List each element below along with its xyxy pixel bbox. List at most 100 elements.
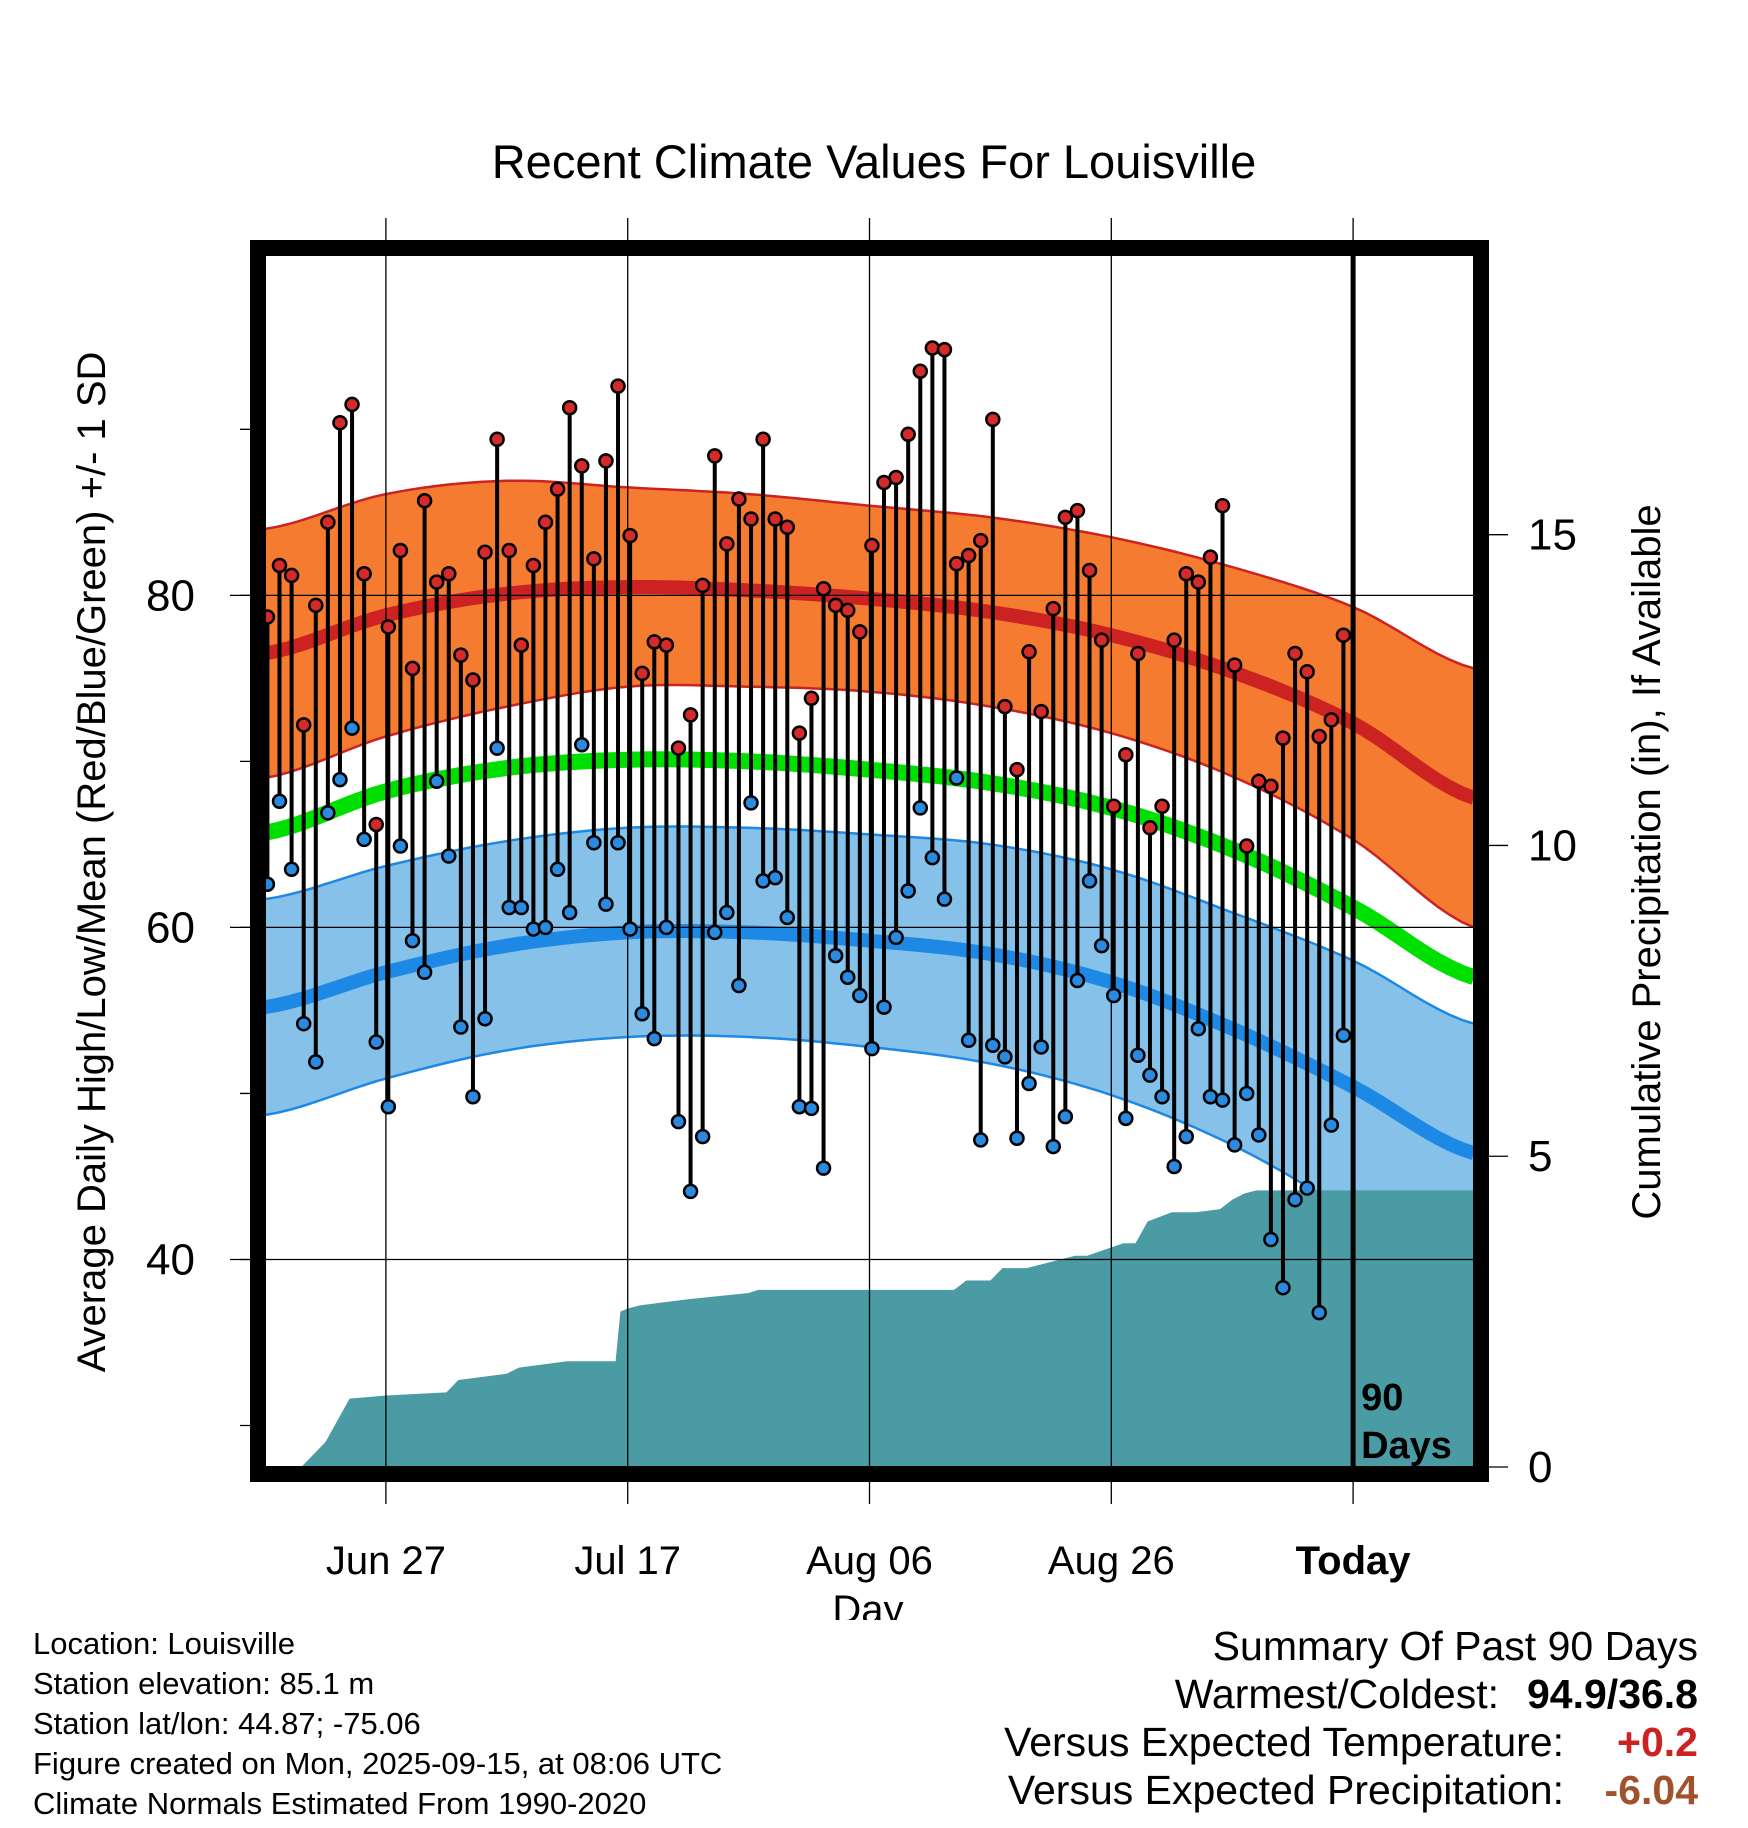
low-point [839, 969, 856, 985]
high-point [489, 431, 505, 448]
low-point [779, 909, 796, 926]
low-point [985, 1037, 1001, 1054]
high-point [525, 557, 542, 574]
high-point [815, 580, 832, 597]
low-point [610, 834, 626, 851]
low-point [960, 1032, 977, 1049]
high-point [1238, 838, 1255, 854]
x-tick-label: Aug 26 [1048, 1539, 1175, 1583]
high-point [731, 491, 747, 507]
low-point [719, 904, 735, 921]
y-tick-label: 40 [146, 1235, 195, 1284]
today-days-label: Days [1361, 1425, 1452, 1467]
high-point [1118, 746, 1134, 763]
low-point [731, 977, 747, 994]
high-point [719, 536, 735, 552]
low-point [332, 771, 348, 788]
low-point [1166, 1158, 1182, 1175]
high-point [1154, 798, 1170, 814]
figure-created: Figure created on Mon, 2025-09-15, at 08… [33, 1746, 723, 1781]
low-point [1190, 1020, 1207, 1037]
high-point [404, 660, 421, 677]
low-point [670, 1113, 687, 1130]
low-point [1275, 1279, 1291, 1296]
low-point [767, 869, 783, 886]
y-tick-label: 80 [146, 571, 195, 620]
low-point [1238, 1085, 1255, 1102]
high-point [428, 574, 445, 590]
low-point [1311, 1304, 1327, 1321]
high-point [1021, 644, 1037, 660]
summary-heading: Summary Of Past 90 Days [1212, 1623, 1698, 1669]
high-point [936, 341, 953, 358]
low-point [356, 831, 372, 848]
high-point [1335, 627, 1352, 643]
high-point [888, 469, 904, 486]
high-point [791, 725, 808, 741]
high-point [320, 514, 336, 531]
chart-title: Recent Climate Values For Louisville [492, 135, 1257, 188]
low-point [416, 964, 433, 980]
low-point [404, 932, 421, 949]
plot-frame [250, 240, 1489, 1482]
high-point [1045, 600, 1062, 617]
low-point [936, 891, 953, 907]
low-point [513, 899, 530, 916]
high-point [960, 547, 977, 564]
high-point [779, 519, 796, 536]
high-point [900, 426, 916, 443]
low-point [1226, 1137, 1243, 1153]
low-point [646, 1030, 663, 1047]
summary-precip: Versus Expected Precipitation: -6.04 [1004, 1766, 1698, 1814]
high-point [682, 707, 699, 723]
summary-panel: Summary Of Past 90 Days Warmest/Coldest:… [1004, 1622, 1698, 1814]
high-point [598, 453, 614, 469]
low-point [1251, 1127, 1267, 1143]
high-point [1311, 728, 1327, 745]
low-point [271, 793, 288, 809]
high-point [356, 566, 372, 582]
high-point [864, 537, 880, 554]
high-point [416, 492, 433, 509]
station-info: Location: Louisville Station elevation: … [33, 1624, 722, 1824]
climate-chart: Recent Climate Values For Louisville 90 D… [70, 135, 1669, 1620]
high-point [537, 514, 554, 531]
low-point [622, 921, 638, 937]
high-point [477, 544, 493, 560]
y2-tick-label: 5 [1528, 1132, 1552, 1181]
temp-label: Versus Expected Temperature: [1004, 1719, 1564, 1765]
high-point [1105, 798, 1122, 814]
high-point [549, 481, 566, 497]
high-point [453, 647, 469, 663]
precip-value: -6.04 [1604, 1767, 1698, 1813]
low-point [803, 1100, 820, 1117]
high-point [1009, 761, 1025, 778]
high-point [380, 619, 397, 635]
low-point [295, 1015, 312, 1032]
high-point [658, 637, 675, 653]
low-point [864, 1040, 880, 1057]
high-point [1190, 574, 1207, 590]
high-point [441, 566, 457, 582]
high-point [344, 396, 360, 413]
low-point [537, 919, 554, 936]
high-point [997, 698, 1013, 715]
low-point [1323, 1117, 1340, 1133]
low-point [1105, 987, 1122, 1004]
high-point [755, 431, 771, 448]
low-point [815, 1160, 832, 1176]
high-point [610, 378, 626, 394]
low-point [320, 805, 336, 821]
low-point [1093, 937, 1110, 954]
x-tick-label: Aug 06 [806, 1539, 933, 1583]
plot-area: 90 Days [265, 255, 1474, 1467]
today-days-label: 90 [1361, 1377, 1403, 1419]
high-point [561, 399, 578, 416]
low-point [1142, 1067, 1158, 1083]
low-point [888, 929, 904, 946]
low-point [1033, 1039, 1049, 1055]
y2-tick-label: 0 [1528, 1443, 1552, 1492]
high-point [1263, 778, 1279, 795]
high-point [308, 597, 324, 614]
high-point [513, 637, 530, 653]
